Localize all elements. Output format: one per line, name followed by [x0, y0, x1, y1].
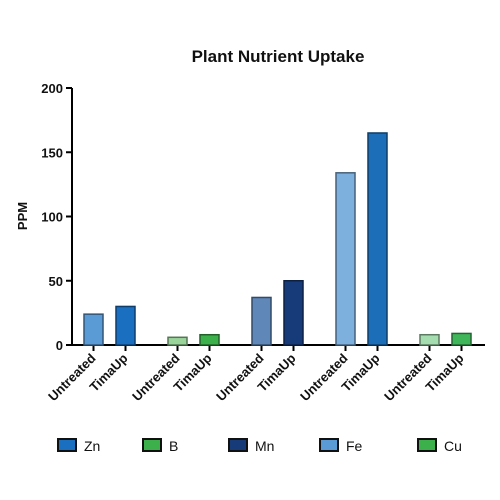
y-axis: 0 50 100 150 200	[41, 81, 73, 353]
bar-zn-untreated	[83, 313, 104, 346]
legend-swatch-cu	[417, 438, 437, 452]
bar-cu-untreated	[419, 333, 440, 346]
bar-fe-timaup	[367, 132, 388, 346]
legend: Zn B Mn Fe Cu	[57, 438, 462, 454]
y-tick-label: 100	[41, 210, 63, 225]
bar-mn-untreated	[251, 296, 272, 346]
category-labels: UntreatedTimaUpUntreatedTimaUpUntreatedT…	[45, 350, 467, 404]
y-tick-label: 50	[49, 274, 63, 289]
legend-label-cu: Cu	[444, 438, 462, 454]
y-tick-label: 150	[41, 145, 63, 160]
bar-zn-timaup	[115, 305, 136, 346]
x-axis	[72, 344, 485, 351]
bar-b-untreated	[167, 336, 188, 346]
bar-cu-timaup	[451, 332, 472, 346]
legend-swatch-mn	[228, 438, 248, 452]
bar-fe-untreated	[335, 172, 356, 346]
bar-b-timaup	[199, 333, 220, 346]
chart-title: Plant Nutrient Uptake	[192, 47, 365, 66]
x-tick-label: Untreated	[297, 350, 351, 404]
legend-label-fe: Fe	[346, 438, 363, 454]
bar-mn-timaup	[283, 280, 304, 346]
bars-layer	[83, 132, 472, 346]
x-tick-label: Untreated	[129, 350, 183, 404]
y-tick-label: 200	[41, 81, 63, 96]
x-tick-label: Untreated	[213, 350, 267, 404]
legend-label-mn: Mn	[255, 438, 274, 454]
x-tick-label: Untreated	[381, 350, 435, 404]
y-tick-label: 0	[56, 338, 63, 353]
legend-swatch-fe	[319, 438, 339, 452]
x-tick-label: Untreated	[45, 350, 99, 404]
y-axis-label: PPM	[15, 202, 30, 230]
legend-swatch-b	[142, 438, 162, 452]
legend-swatch-zn	[57, 438, 77, 452]
legend-label-b: B	[169, 438, 178, 454]
legend-label-zn: Zn	[84, 438, 100, 454]
